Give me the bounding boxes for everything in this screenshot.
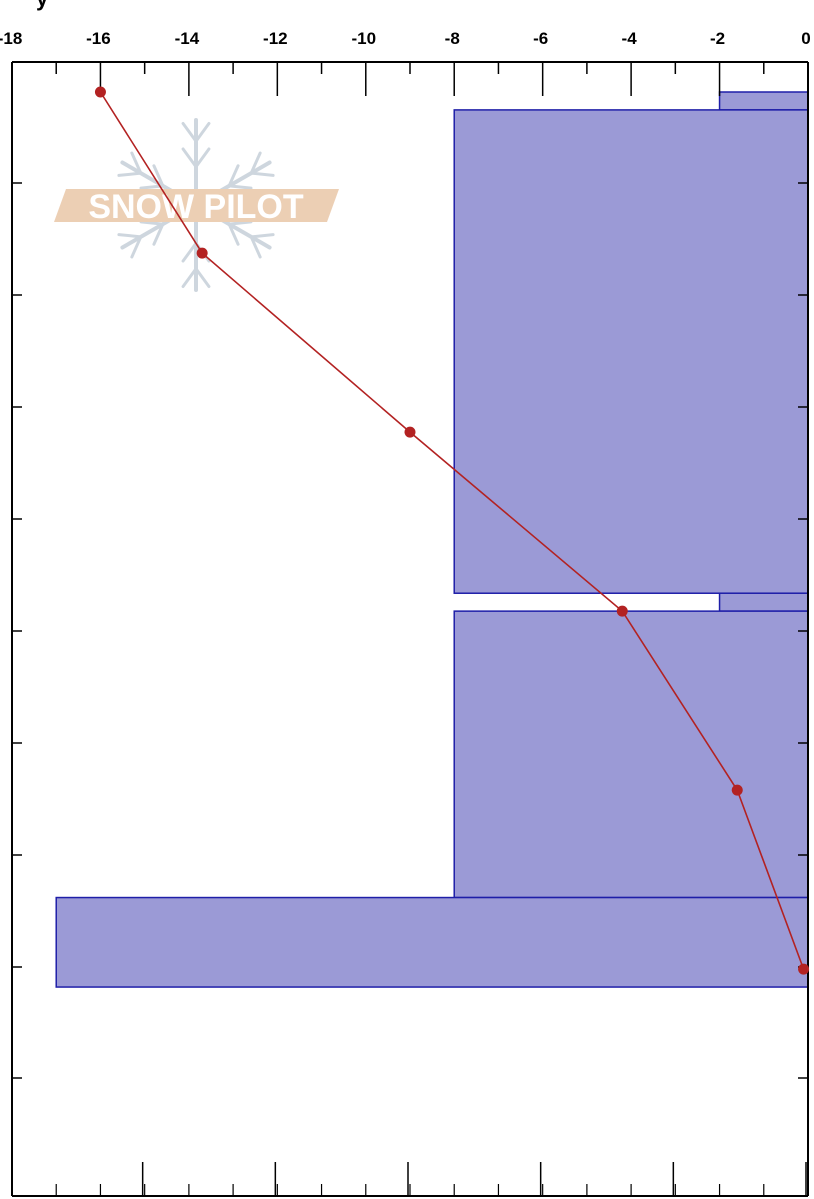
snowflake-branch (227, 222, 240, 246)
snowflake-branch (227, 184, 253, 190)
snowflake-branch (130, 235, 143, 259)
x-tick-label: -16 (86, 29, 111, 48)
top-title-fragment: y (36, 0, 49, 11)
snowflake-branch (194, 147, 211, 169)
temperature-profile (94, 86, 810, 975)
x-tick-label: -14 (175, 29, 200, 48)
temperature-point (196, 247, 208, 259)
snowflake-branch (117, 171, 143, 177)
hardness-layer-bar (453, 610, 809, 899)
x-tick-label: -2 (710, 29, 725, 48)
snowflake-branch (181, 241, 198, 263)
x-tick-label: -4 (622, 29, 638, 48)
temperature-point (404, 426, 416, 438)
snowflake-branch (227, 164, 240, 188)
snowflake-branch (181, 147, 198, 169)
snowflake-branch (249, 235, 262, 259)
hardness-layer-bar (718, 91, 809, 111)
snowflake-branch (152, 222, 165, 246)
snowflake-branch (194, 121, 211, 143)
snowflake-branch (249, 171, 275, 177)
x-tick-label: -12 (263, 29, 288, 48)
snowflake-branch (249, 151, 262, 175)
temperature-point (798, 963, 810, 975)
snowflake-branch (181, 121, 198, 143)
snow-pilot-watermark: SNOW PILOT (54, 118, 339, 292)
hardness-layer-bar (55, 896, 809, 988)
snowflake-branch (194, 267, 211, 289)
temperature-tick-labels: -18 -16 -14 -12 -10 -8 -6 -4 -2 0 (0, 29, 811, 48)
snowflake-branch (130, 151, 143, 175)
axes (11, 61, 809, 1197)
temperature-point (94, 86, 106, 98)
snowflake-branch (227, 220, 253, 226)
snowflake-branch (139, 220, 165, 226)
snowflake-branch (249, 233, 275, 239)
hardness-layer-bar (453, 109, 809, 594)
x-tick-label: -10 (351, 29, 376, 48)
watermark-band (54, 189, 339, 222)
watermark-text: SNOW PILOT (88, 188, 304, 226)
temperature-point (731, 784, 743, 796)
temperature-point (616, 605, 628, 617)
temperature-line (99, 91, 805, 970)
hardness-layer-bar (718, 592, 809, 612)
hardness-layers (55, 91, 809, 988)
snowflake-branch (181, 267, 198, 289)
snowflake-branch (152, 164, 165, 188)
x-tick-label: -18 (0, 29, 22, 48)
x-tick-label: -6 (533, 29, 548, 48)
x-tick-label: 0 (801, 29, 810, 48)
x-tick-label: -8 (445, 29, 460, 48)
snowflake-branch (117, 233, 143, 239)
